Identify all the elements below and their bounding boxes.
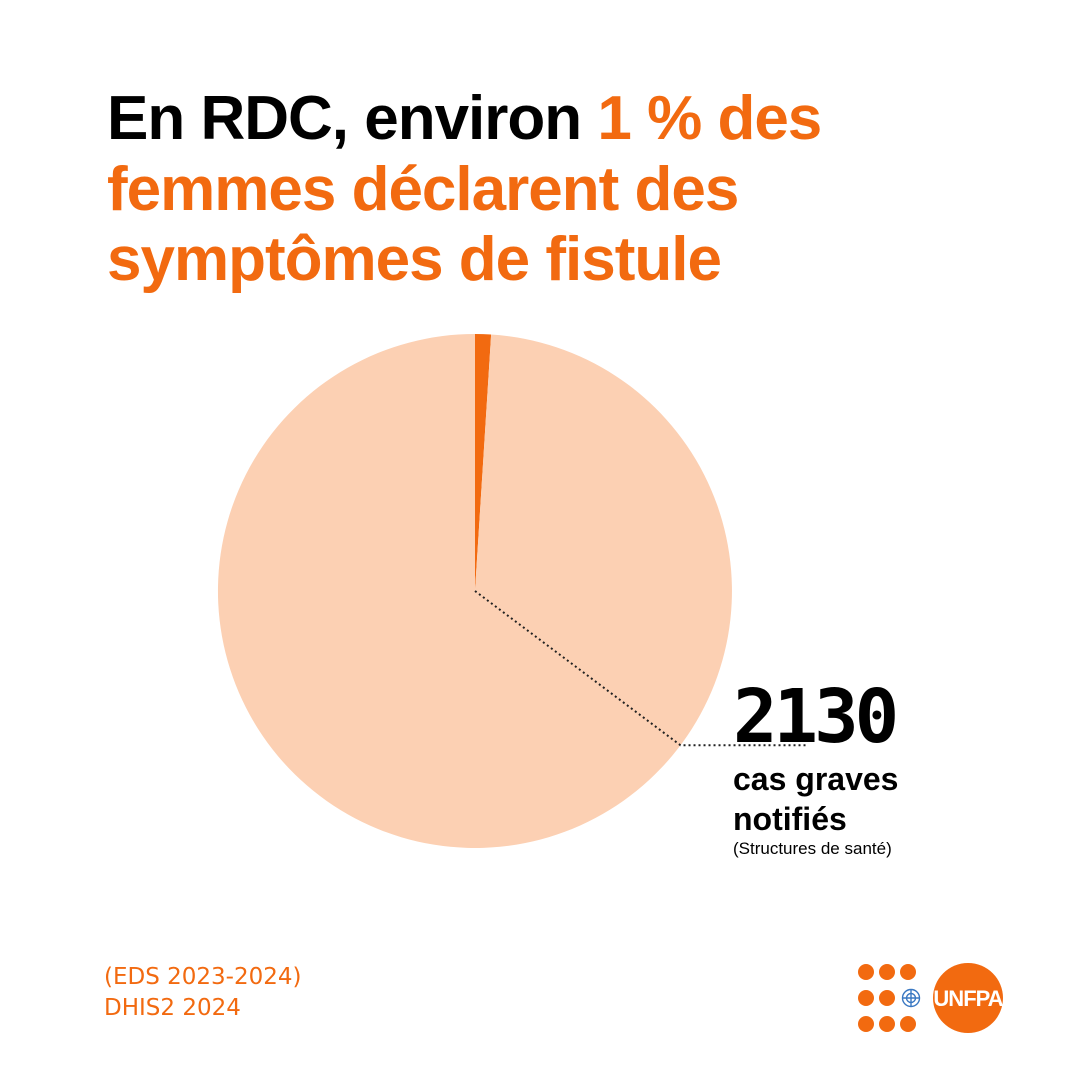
title-highlight: 1 % des femmes déclarent des symptômes d… <box>107 84 822 295</box>
callout-number: 2130 <box>733 674 899 760</box>
logo-text: UNFPA <box>933 986 1003 1011</box>
source-line-2: DHIS2 2024 <box>104 994 241 1021</box>
page-title: En RDC, environ 1 % des femmes déclarent… <box>107 84 1007 296</box>
unfpa-logo: UNFPA <box>858 963 1004 1033</box>
callout-label: cas graves notifiés <box>733 760 898 839</box>
callout-label-line2: notifiés <box>733 800 847 837</box>
sources: (EDS 2023-2024) DHIS2 2024 <box>104 962 301 1023</box>
callout-leader-line <box>474 590 806 747</box>
source-line-1: (EDS 2023-2024) <box>104 964 302 990</box>
pie-slice-large <box>217 333 732 848</box>
callout-note: (Structures de santé) <box>733 839 892 859</box>
callout: 2130 cas graves notifiés (Structures de … <box>733 674 899 859</box>
un-emblem-icon <box>901 988 921 1008</box>
pie-slice-small <box>475 334 492 591</box>
callout-label-line1: cas graves <box>733 761 899 797</box>
title-prefix: En RDC, environ <box>107 84 598 153</box>
